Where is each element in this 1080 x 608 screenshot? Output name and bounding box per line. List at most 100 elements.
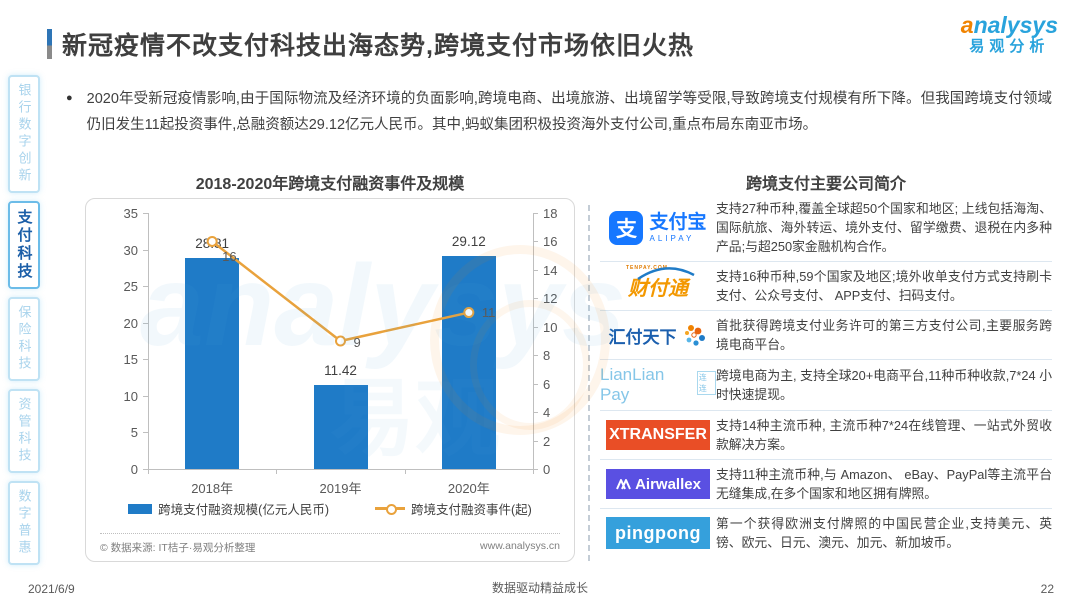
logo-tenpay-icon: TENPAY.COM 财付通 xyxy=(600,265,716,301)
huifu-pinwheel-icon xyxy=(684,325,705,346)
tenpay-url: TENPAY.COM xyxy=(626,264,668,271)
summary-text: 2020年受新冠疫情影响,由于国际物流及经济环境的负面影响,跨境电商、出境旅游、… xyxy=(86,91,1052,133)
alipay-logo: 支支付宝 ALIPAY xyxy=(609,210,707,245)
right-axis-tick xyxy=(533,326,538,328)
right-axis-label: 12 xyxy=(543,291,558,307)
logo-huifu-icon: 汇付天下 xyxy=(600,322,716,348)
right-axis-tick xyxy=(533,269,538,271)
chart-site: www.analysys.cn xyxy=(480,540,560,552)
lianlian-badge: 连连 xyxy=(696,371,716,395)
left-axis-tick xyxy=(143,432,148,434)
analysys-logo-cn: 易观分析 xyxy=(969,38,1050,56)
legend-item-line: 跨境支付融资事件(起) xyxy=(375,499,532,518)
left-axis-label: 30 xyxy=(123,242,138,258)
logo-wordmark-rest: nalysys xyxy=(973,12,1058,38)
left-axis-tick xyxy=(143,249,148,251)
sidebar-tab-5[interactable]: 数字普惠 xyxy=(8,481,40,565)
companies-list: 支支付宝 ALIPAY 支持27种币种,覆盖全球超50个国家和地区; 上线包括海淘、… xyxy=(600,194,1052,557)
legend-item-bar: 跨境支付融资规模(亿元人民币) xyxy=(128,499,329,518)
footer-date: 2021/6/9 xyxy=(28,582,75,596)
logo-lianlian-icon: LianLian Pay 连连 xyxy=(600,365,716,405)
company-desc: 支持16种币种,59个国家及地区;境外收单支付方式支持刷卡支付、公众号支付、 A… xyxy=(716,269,1052,303)
logo-airwallex-icon: Airwallex xyxy=(600,469,716,499)
company-desc: 首批获得跨境支付业务许可的第三方支付公司,主要服务跨境电商平台。 xyxy=(716,318,1052,352)
company-desc: 支持27种币种,覆盖全球超50个国家和地区; 上线包括海淘、国际航旅、海外转运、… xyxy=(716,201,1052,254)
line-value-label: 16 xyxy=(222,249,237,265)
bullet-dot-icon: ● xyxy=(66,92,73,104)
company-desc: 支持14种主流币种, 主流币种7*24在线管理、一站式外贸收款解决方案。 xyxy=(716,418,1052,452)
logo-alipay-icon: 支支付宝 ALIPAY xyxy=(600,210,716,245)
company-row-xtransfer: XTRANSFER 支持14种主流币种, 主流币种7*24在线管理、一站式外贸收款… xyxy=(600,411,1052,460)
x-axis-tick xyxy=(404,469,406,474)
x-axis-tick xyxy=(533,469,534,474)
companies-title: 跨境支付主要公司简介 xyxy=(745,176,906,193)
bar-2019年 xyxy=(313,385,368,469)
left-axis-tick xyxy=(143,469,148,470)
right-axis-label: 0 xyxy=(543,462,551,477)
lianlian-en: LianLian Pay xyxy=(600,365,665,404)
left-axis-tick xyxy=(143,286,148,288)
vertical-divider xyxy=(588,205,590,561)
right-axis-tick xyxy=(533,383,538,385)
sidebar-tab-4[interactable]: 资管科技 xyxy=(8,389,40,473)
left-axis-label: 0 xyxy=(130,462,138,477)
bar-2020年 xyxy=(441,256,496,469)
legend-line-label: 跨境支付融资事件(起) xyxy=(411,503,532,517)
company-desc: 第一个获得欧洲支付牌照的中国民营企业,支持美元、英镑、欧元、日元、澳元、加元、新… xyxy=(716,516,1052,550)
xtransfer-wordmark: XTRANSFER xyxy=(609,426,707,443)
right-axis-tick xyxy=(533,412,538,414)
logo-swoosh-icon: a xyxy=(960,12,974,38)
pingpong-logo: pingpong xyxy=(606,517,710,549)
left-axis-tick xyxy=(143,395,148,397)
pingpong-wordmark: pingpong xyxy=(615,522,701,543)
left-axis-tick xyxy=(143,359,148,361)
chart-legend: 跨境支付融资规模(亿元人民币) 跨境支付融资事件(起) xyxy=(86,499,574,518)
tenpay-swoosh-icon xyxy=(637,266,695,280)
chart-panel: 0 5 10 15 20 25 30 35 0 2 4 6 8 10 12 14 16 18 2018年 2019年 2… xyxy=(85,198,575,562)
right-axis-label: 6 xyxy=(543,376,551,392)
left-axis-label: 5 xyxy=(130,425,138,441)
tenpay-logo: TENPAY.COM 财付通 xyxy=(626,265,695,301)
tenpay-cn: 财付通 xyxy=(628,277,688,300)
bar-2018年 xyxy=(185,258,240,469)
chart-axis-left xyxy=(148,213,149,469)
huifu-logo: 汇付天下 xyxy=(609,322,708,348)
right-axis-label: 2 xyxy=(543,433,551,449)
alipay-mark-icon: 支 xyxy=(609,210,644,245)
x-axis-tick xyxy=(148,469,149,474)
sidebar-tab-2[interactable]: 支付科技 xyxy=(8,201,40,289)
chart-source-row: © 数据来源: IT桔子·易观分析整理 www.analysys.cn xyxy=(100,533,560,555)
airwallex-wordmark: Airwallex xyxy=(635,475,701,493)
left-axis-label: 15 xyxy=(123,352,138,368)
sidebar-tab-1[interactable]: 银行数字创新 xyxy=(8,75,40,193)
line-series xyxy=(206,235,475,347)
summary-bullet: ● 2020年受新冠疫情影响,由于国际物流及经济环境的负面影响,跨境电商、出境旅… xyxy=(62,86,1052,138)
right-axis-label: 4 xyxy=(543,405,551,421)
footer-slogan: 数据驱动精益成长 xyxy=(491,581,588,595)
chart-plot-area: 0 5 10 15 20 25 30 35 0 2 4 6 8 10 12 14 16 18 2018年 2019年 2… xyxy=(124,206,558,496)
left-axis-label: 20 xyxy=(123,315,138,331)
alipay-cn: 支付宝 xyxy=(649,211,707,233)
left-axis-label: 10 xyxy=(123,388,138,404)
section-sidebar: 银行数字创新支付科技保险科技资管科技数字普惠 xyxy=(8,75,40,565)
right-axis-tick xyxy=(533,213,538,214)
bar-value-label: 11.42 xyxy=(324,363,357,379)
line-value-label: 11 xyxy=(481,304,496,320)
company-desc: 跨境电商为主, 支持全球20+电商平台,11种币种收款,7*24 小时快速提现。 xyxy=(716,368,1052,402)
chart-axis-right xyxy=(533,213,534,469)
logo-pingpong-icon: pingpong xyxy=(600,517,716,549)
x-axis-label: 2019年 xyxy=(319,481,362,496)
right-axis-tick xyxy=(533,469,538,470)
company-row-alipay: 支支付宝 ALIPAY 支持27种币种,覆盖全球超50个国家和地区; 上线包括海淘、… xyxy=(600,194,1052,262)
sidebar-tab-3[interactable]: 保险科技 xyxy=(8,297,40,381)
company-row-airwallex: Airwallex 支持11种主流币种,与 Amazon、 eBay、PayPal… xyxy=(600,460,1052,509)
legend-bar-swatch-icon xyxy=(128,503,153,514)
right-axis-label: 10 xyxy=(543,319,558,335)
left-axis-label: 25 xyxy=(123,279,138,295)
company-desc: 支持11种主流币种,与 Amazon、 eBay、PayPal等主流平台无缝集成… xyxy=(716,467,1052,501)
page-title: 新冠疫情不改支付科技出海态势,跨境支付市场依旧火热 xyxy=(62,32,694,60)
airwallex-mark-icon xyxy=(616,479,631,490)
company-row-pingpong: pingpong 第一个获得欧洲支付牌照的中国民营企业,支持美元、英镑、欧元、日元… xyxy=(600,509,1052,557)
right-axis-label: 8 xyxy=(543,348,551,364)
